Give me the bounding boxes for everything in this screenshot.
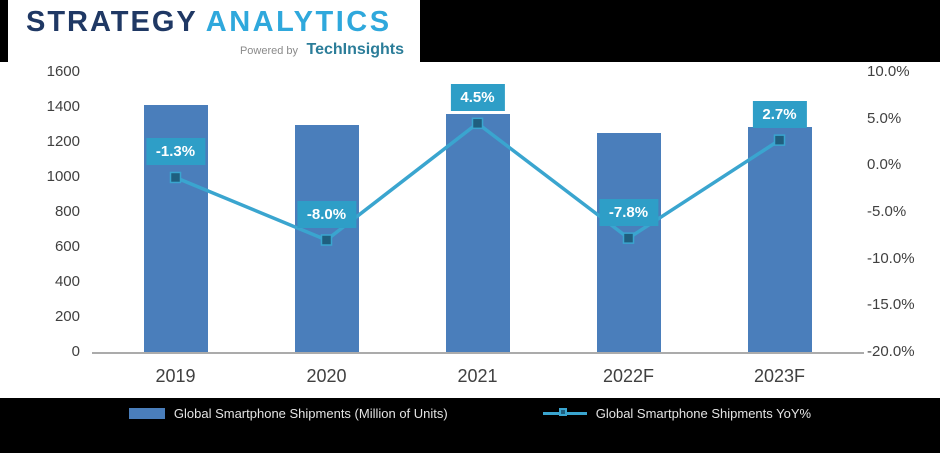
left-axis-tick: 1400 [46, 98, 80, 115]
legend-bar-label: Global Smartphone Shipments (Million of … [173, 406, 448, 421]
bar-2021 [445, 114, 510, 352]
left-axis-tick: 1000 [46, 168, 80, 185]
left-axis-tick: 200 [54, 308, 80, 325]
bar-swatch-icon [128, 408, 165, 419]
logo-tagline: Powered by TechInsights [26, 41, 404, 60]
left-axis-tick: 0 [71, 343, 80, 360]
right-axis-tick: -20.0% [867, 343, 915, 360]
bar-2023F [747, 127, 812, 352]
yoy-marker-2023F [773, 134, 786, 146]
logo-analytics-text: ANALYTICS [205, 6, 392, 38]
x-axis-label-2023F: 2023F [753, 366, 806, 386]
x-axis-line [92, 352, 864, 354]
strategy-analytics-logo: STRATEGY ANALYTICS Powered by TechInsight… [8, 0, 420, 62]
x-axis-label-2022F: 2022F [602, 366, 655, 386]
yoy-marker-2020 [320, 234, 333, 246]
legend: Global Smartphone Shipments (Million of … [0, 398, 940, 453]
right-axis-tick: -10.0% [867, 249, 915, 267]
left-axis-tick: 1600 [46, 63, 80, 80]
left-axis-tick: 800 [54, 203, 80, 220]
legend-item-yoy: Global Smartphone Shipments YoY% [542, 406, 812, 421]
yoy-label-2020: -8.0% [296, 201, 357, 228]
logo-wordmark: STRATEGY ANALYTICS [26, 5, 404, 44]
left-axis-tick: 600 [54, 238, 80, 255]
powered-by-text: Powered by [239, 45, 299, 57]
yoy-label-2019: -1.3% [145, 138, 206, 166]
techinsights-text: TechInsights [306, 41, 405, 58]
yoy-label-2022F: -7.8% [598, 199, 659, 227]
right-axis-tick: 0.0% [867, 156, 902, 174]
yoy-label-2021: 4.5% [450, 84, 505, 112]
right-axis-tick: 5.0% [867, 109, 902, 127]
x-axis-label-2019: 2019 [155, 366, 196, 386]
right-axis-tick: 10.0% [867, 63, 910, 80]
legend-line-label: Global Smartphone Shipments YoY% [595, 406, 812, 421]
line-swatch-marker [558, 408, 567, 416]
yoy-marker-2022F [622, 232, 635, 244]
legend-item-shipments: Global Smartphone Shipments (Million of … [128, 406, 448, 421]
yoy-marker-2021 [471, 117, 484, 130]
yoy-marker-2019 [169, 171, 182, 184]
left-axis-tick: 400 [54, 273, 80, 290]
right-axis-tick: -5.0% [867, 203, 907, 220]
line-swatch-icon [542, 407, 587, 420]
x-axis-label-2020: 2020 [306, 366, 347, 386]
yoy-line-series [169, 117, 786, 246]
logo-strategy-text: STRATEGY [26, 6, 198, 38]
chart-area: 1600 1400 1200 1000 800 600 400 200 0 10.0% 5.0% 0… [0, 62, 940, 398]
x-axis-label-2021: 2021 [457, 366, 498, 386]
right-axis-tick: -15.0% [867, 296, 915, 314]
yoy-line [174, 121, 781, 243]
yoy-label-2023F: 2.7% [752, 101, 807, 129]
left-axis-tick: 1200 [46, 133, 80, 150]
